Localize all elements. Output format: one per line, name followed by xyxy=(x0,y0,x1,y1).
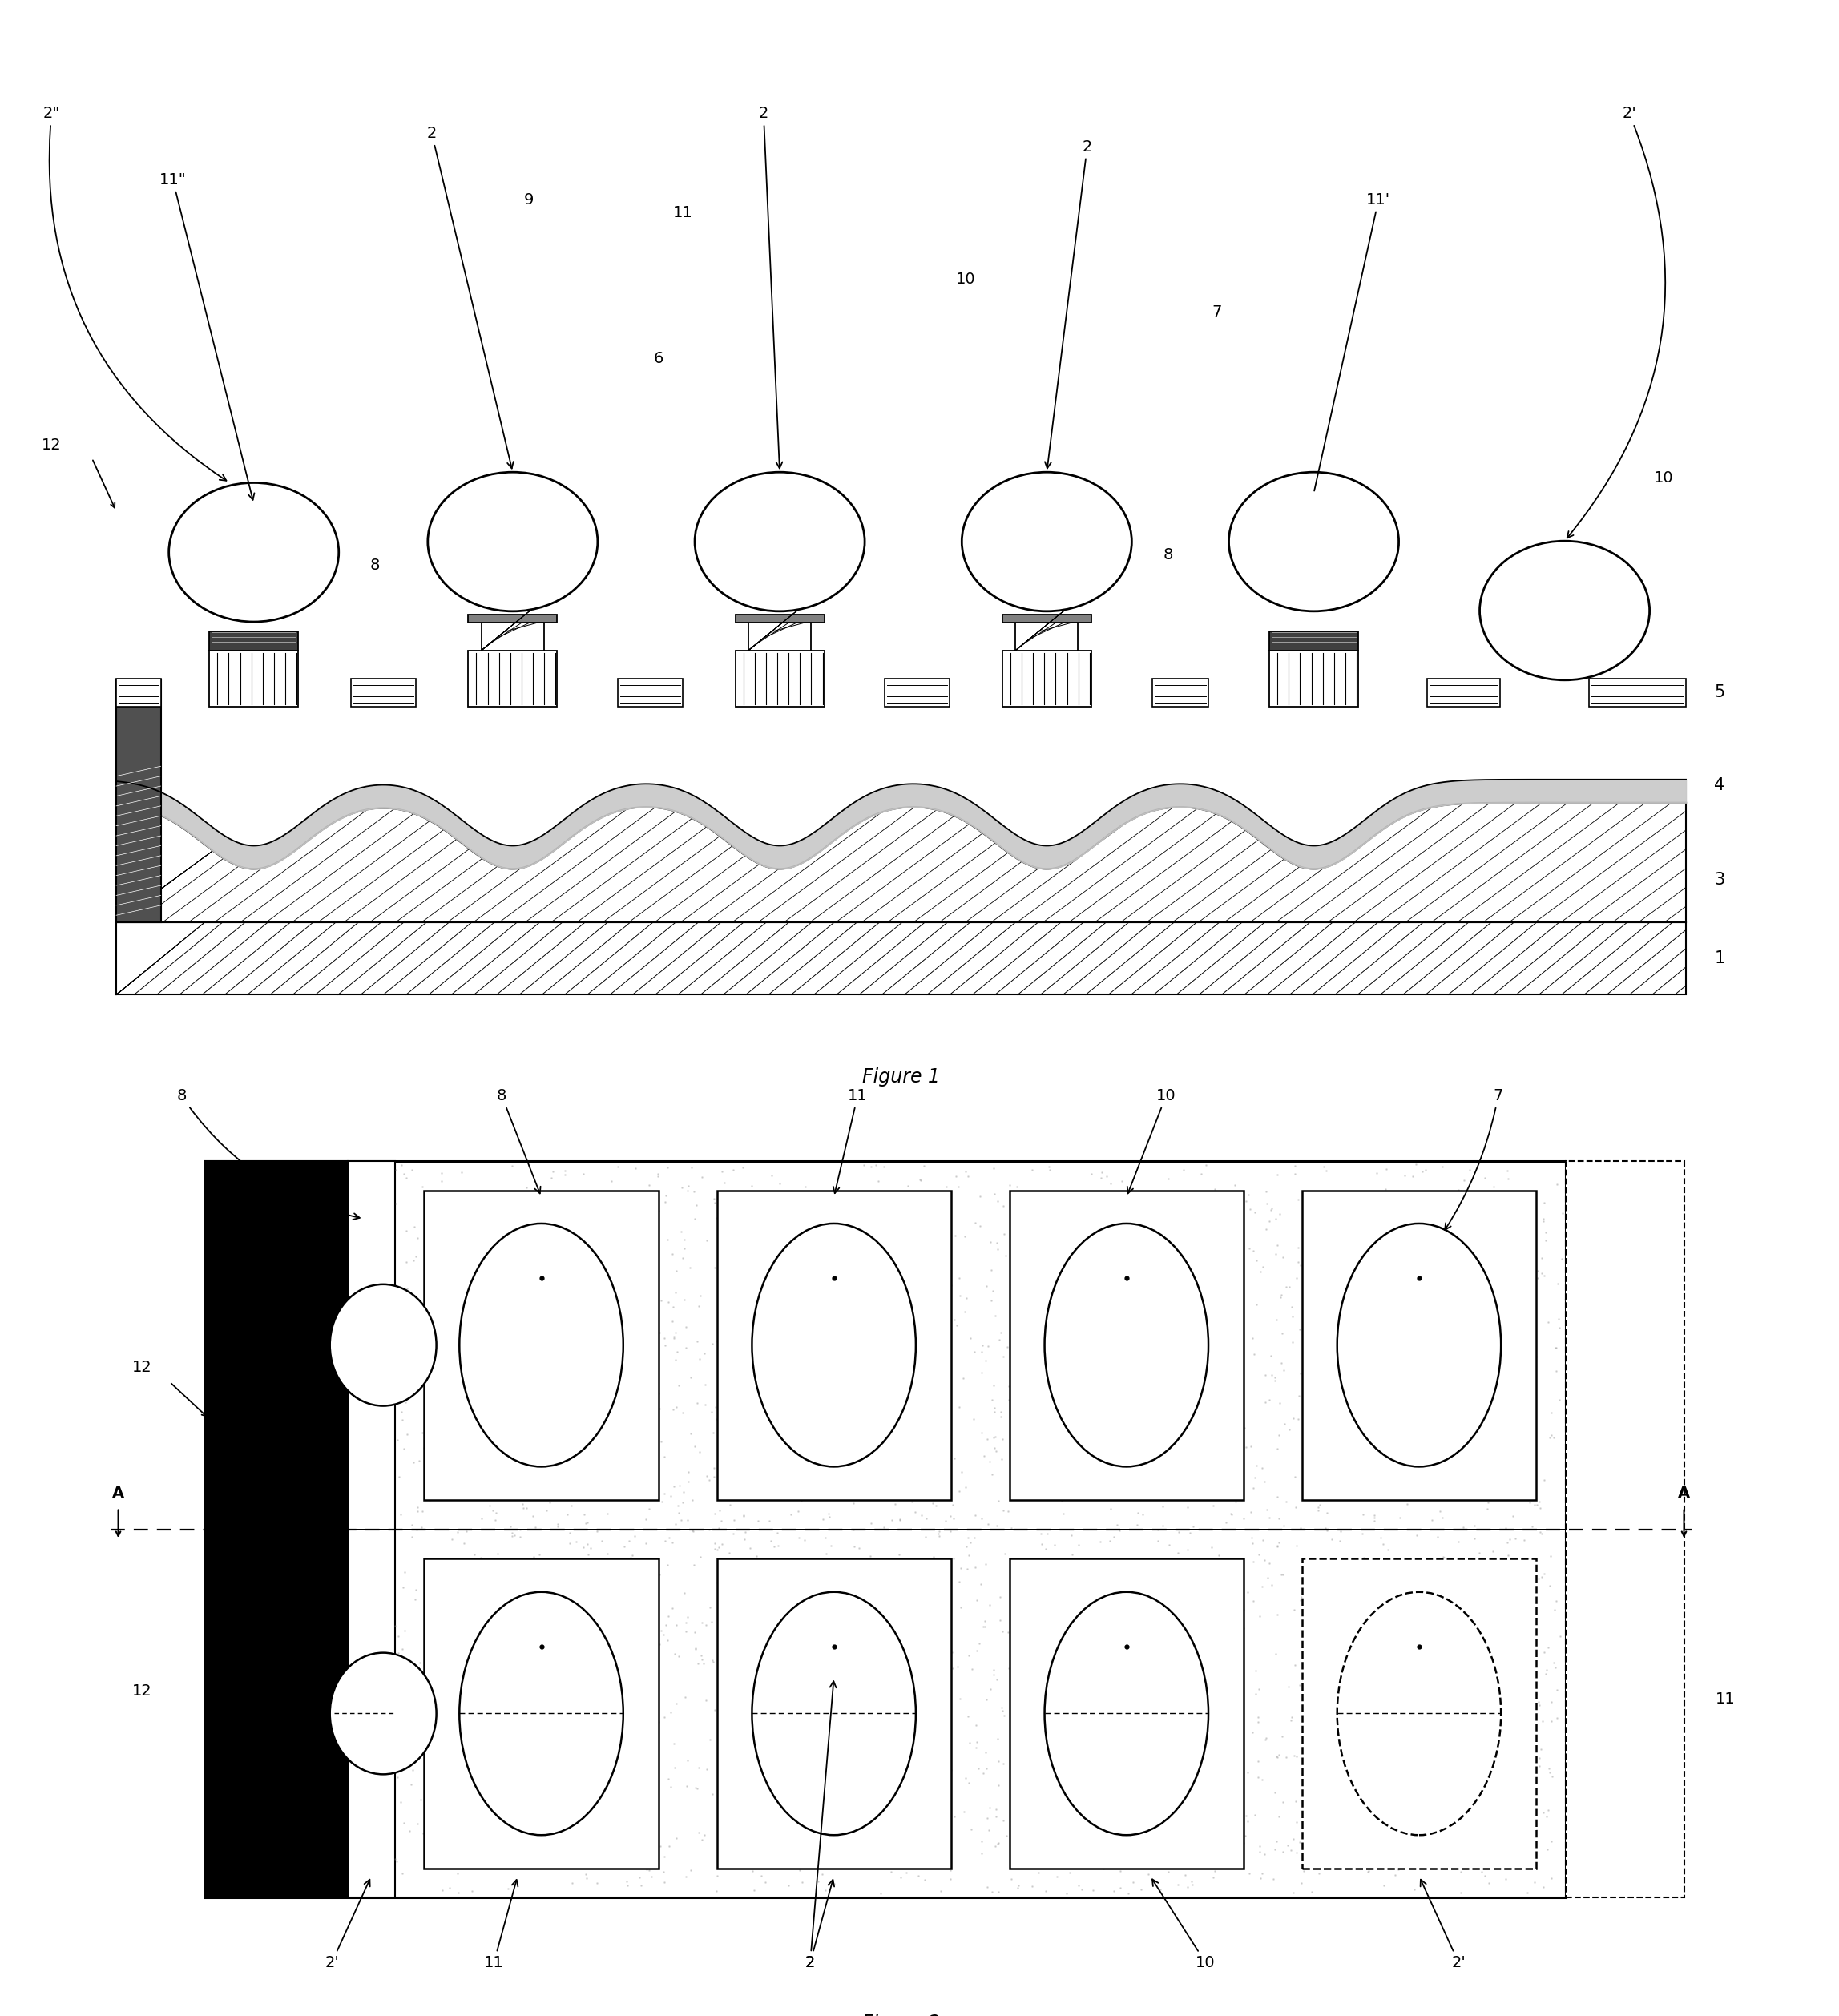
Ellipse shape xyxy=(752,1593,916,1835)
Bar xyxy=(1269,631,1359,651)
Bar xyxy=(351,679,416,706)
Text: 2: 2 xyxy=(805,1681,837,1970)
Bar xyxy=(425,1558,658,1869)
Text: 2: 2 xyxy=(1045,139,1092,468)
Text: A: A xyxy=(112,1486,125,1500)
Bar xyxy=(1010,1189,1243,1500)
Text: 8: 8 xyxy=(370,558,381,573)
Ellipse shape xyxy=(1045,1593,1208,1835)
Bar xyxy=(736,615,824,623)
Circle shape xyxy=(695,472,864,611)
Circle shape xyxy=(1228,472,1399,611)
Bar xyxy=(210,631,298,651)
Text: 8: 8 xyxy=(1164,546,1173,562)
Bar xyxy=(1302,1558,1536,1869)
Bar xyxy=(736,651,824,706)
Bar xyxy=(1002,615,1091,623)
Bar xyxy=(469,651,557,706)
Text: 11: 11 xyxy=(484,1879,519,1970)
Bar xyxy=(1427,679,1501,706)
Text: 2': 2' xyxy=(326,1879,370,1970)
Bar xyxy=(1002,651,1091,706)
Bar xyxy=(206,1161,1565,1897)
Bar xyxy=(717,1189,951,1500)
Text: 12: 12 xyxy=(132,1359,153,1375)
Bar xyxy=(210,651,298,706)
Text: 7: 7 xyxy=(1212,304,1221,321)
Ellipse shape xyxy=(460,1224,623,1468)
Text: 2': 2' xyxy=(1420,1879,1466,1970)
Bar xyxy=(717,1558,951,1869)
Text: 11: 11 xyxy=(1716,1691,1736,1706)
Ellipse shape xyxy=(752,1224,916,1468)
Text: A: A xyxy=(1677,1486,1690,1500)
Text: 8: 8 xyxy=(497,1089,541,1193)
Circle shape xyxy=(962,472,1131,611)
Circle shape xyxy=(1480,540,1650,679)
Bar xyxy=(116,679,160,706)
Bar xyxy=(1589,679,1686,706)
Text: 11": 11" xyxy=(160,173,254,500)
Text: 5: 5 xyxy=(1714,685,1725,702)
Text: Figure 1: Figure 1 xyxy=(862,1068,940,1087)
Ellipse shape xyxy=(329,1653,436,1774)
Bar xyxy=(116,802,1686,921)
Bar xyxy=(482,623,544,651)
Text: 7: 7 xyxy=(1445,1089,1502,1230)
Text: 2: 2 xyxy=(760,107,782,468)
Bar xyxy=(1565,1161,1685,1897)
Text: 2: 2 xyxy=(427,127,513,468)
Ellipse shape xyxy=(460,1593,623,1835)
Bar xyxy=(1015,623,1078,651)
Text: Figure 2: Figure 2 xyxy=(862,2014,940,2016)
Text: 10: 10 xyxy=(956,272,977,286)
Text: 11: 11 xyxy=(673,206,693,220)
Ellipse shape xyxy=(1045,1224,1208,1468)
Text: 4: 4 xyxy=(1714,776,1725,792)
Bar xyxy=(116,921,1686,994)
Ellipse shape xyxy=(1337,1224,1501,1468)
Text: 12: 12 xyxy=(42,437,61,452)
Bar xyxy=(425,1189,658,1500)
Bar xyxy=(206,1161,348,1897)
Text: 12: 12 xyxy=(132,1683,153,1699)
Bar xyxy=(1302,1189,1536,1500)
Text: 11': 11' xyxy=(1315,192,1390,490)
Text: 1: 1 xyxy=(1714,950,1725,966)
Text: 10: 10 xyxy=(1653,470,1673,486)
Text: 2': 2' xyxy=(1567,107,1666,538)
Text: 9: 9 xyxy=(524,192,533,208)
Circle shape xyxy=(428,472,598,611)
Bar xyxy=(1151,679,1208,706)
Ellipse shape xyxy=(1337,1593,1501,1835)
Bar xyxy=(116,679,160,921)
Text: 10: 10 xyxy=(1153,1879,1216,1970)
Bar xyxy=(885,679,949,706)
Text: 6: 6 xyxy=(653,351,664,367)
Bar xyxy=(1010,1558,1243,1869)
Bar xyxy=(469,615,557,623)
Text: 3: 3 xyxy=(1714,873,1725,889)
Circle shape xyxy=(169,482,338,621)
Bar xyxy=(748,623,811,651)
Bar xyxy=(618,679,682,706)
Bar xyxy=(1269,651,1359,706)
Text: 10: 10 xyxy=(1127,1089,1175,1193)
Text: 2: 2 xyxy=(805,1879,835,1970)
Text: 2": 2" xyxy=(42,107,226,480)
Text: 8: 8 xyxy=(177,1089,360,1220)
Ellipse shape xyxy=(329,1284,436,1405)
Text: 11: 11 xyxy=(833,1089,868,1193)
Bar xyxy=(348,1161,395,1897)
